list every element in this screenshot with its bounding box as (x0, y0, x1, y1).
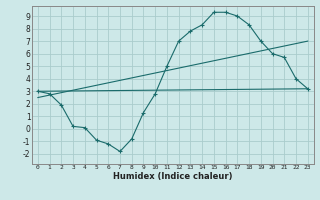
X-axis label: Humidex (Indice chaleur): Humidex (Indice chaleur) (113, 172, 233, 181)
